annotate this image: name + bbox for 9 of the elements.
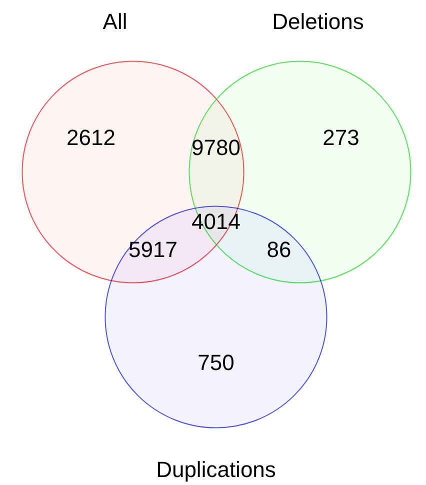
data-label: 750: [198, 350, 234, 375]
data-label: 273: [322, 125, 360, 150]
category-label: Deletions: [272, 9, 364, 34]
text: 86: [266, 237, 292, 262]
text: 5917: [128, 237, 178, 262]
category-label: Duplications: [156, 457, 276, 482]
category-label: All: [102, 9, 128, 34]
text: 9780: [192, 135, 240, 160]
data-label: 2612: [66, 125, 116, 150]
